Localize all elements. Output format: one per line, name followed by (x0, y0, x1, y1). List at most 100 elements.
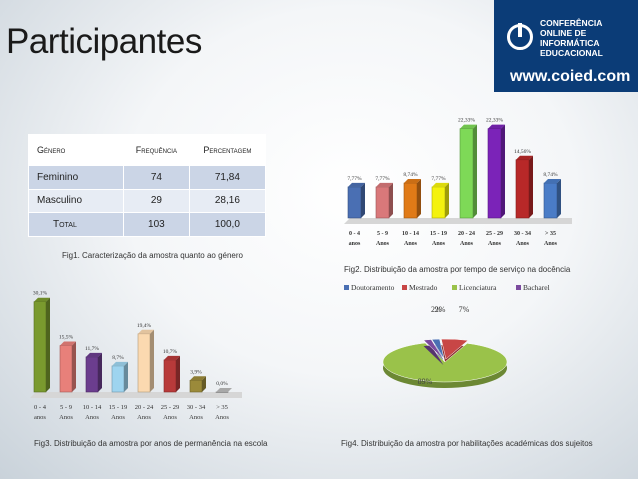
bar-top (348, 182, 365, 187)
tick-label: Anos (516, 241, 530, 247)
tick-label: 25 - 29 (161, 404, 179, 411)
bar (375, 186, 390, 219)
bar-top (190, 376, 206, 381)
tick-label: 25 - 29 (486, 231, 503, 237)
data-label: 15,5% (59, 335, 74, 341)
legend-swatch (402, 285, 407, 290)
tick-label: Anos (432, 241, 446, 247)
logo-url: www.coied.com (510, 68, 631, 85)
pie-slice-side (423, 345, 444, 366)
pie-label: 2% (431, 305, 442, 314)
bar (347, 186, 362, 219)
tick-label: Anos (59, 414, 73, 421)
tick-label: Anos (137, 414, 151, 421)
bar (459, 128, 474, 219)
bar (515, 159, 530, 219)
tick-label: Anos (85, 414, 99, 421)
bar-top (164, 355, 180, 360)
tick-label: 10 - 14 (83, 404, 102, 411)
tick-label: 20 - 24 (135, 404, 154, 411)
tick-label: anos (34, 414, 46, 421)
data-label: 7,77% (347, 176, 362, 182)
pie-slice (431, 338, 445, 360)
bar-top (34, 297, 50, 302)
fig3-caption: Fig3. Distribuição da amostra por anos d… (34, 439, 268, 448)
table-header-genero: Género (28, 134, 124, 166)
table-header-percentagem: Percentagem (188, 134, 267, 166)
bar-side (473, 124, 477, 218)
data-label: 10,7% (163, 349, 178, 355)
table-row: Masculino 29 28,16 (28, 188, 267, 214)
tick-label: Anos (163, 414, 177, 421)
bar-side (417, 179, 421, 218)
bar-side (501, 124, 505, 218)
legend-entry: Bacharel (523, 283, 550, 292)
gender-table: Género Frequência Percentagem Feminino 7… (28, 134, 267, 237)
bar-side (445, 182, 449, 218)
bar-side (557, 179, 561, 218)
table-cell: Total (28, 212, 124, 237)
logo-line-1: CONFERÊNCIA (540, 18, 603, 28)
bar-side (361, 182, 365, 218)
bar (431, 186, 446, 219)
fig2-caption: Fig2. Distribuição da amostra por tempo … (344, 265, 571, 274)
logo-line-4: EDUCACIONAL (540, 48, 603, 58)
tick-label: > 35 (216, 404, 228, 411)
data-label: 7,77% (431, 176, 446, 182)
power-icon (507, 23, 533, 50)
legend-swatch (344, 285, 349, 290)
chart-service-time: 7,77% 0 - 4 anos 7,77% 5 - 9 Anos 8,74% 10 - 14… (344, 118, 572, 247)
table-cell: 100,0 (188, 212, 267, 237)
data-label: 14,56% (514, 149, 531, 155)
data-label: 11,7% (85, 346, 99, 352)
table-row: Feminino 74 71,84 (28, 165, 267, 190)
table-cell: 74 (123, 165, 190, 190)
tick-label: 0 - 4 (34, 404, 47, 411)
tick-label: 15 - 19 (109, 404, 127, 411)
pie-slice (382, 342, 508, 383)
logo-line-2: ONLINE DE (540, 28, 587, 38)
tick-label: Anos (404, 241, 418, 247)
table-cell: 103 (123, 212, 190, 237)
bar-side (46, 297, 50, 392)
chart-qualifications: Doutoramento Mestrado Licenciatura Bacharel… (344, 283, 550, 388)
bar-top (544, 179, 561, 184)
bar-side (124, 361, 128, 392)
fig4-caption: Fig4. Distribuição da amostra por habili… (341, 439, 593, 448)
tick-label: anos (349, 241, 361, 247)
tick-label: 10 - 14 (402, 231, 419, 237)
tick-label: Anos (376, 241, 390, 247)
table-cell: Masculino (28, 188, 124, 214)
legend-swatch (452, 285, 457, 290)
table-header-frequencia: Frequência (123, 134, 190, 166)
tick-label: Anos (111, 414, 125, 421)
tick-label: Anos (544, 241, 558, 247)
bar-top (516, 155, 533, 160)
pie-slice (423, 339, 444, 360)
tick-label: > 35 (545, 231, 556, 237)
bar-side (72, 341, 76, 392)
tick-label: Anos (215, 414, 229, 421)
bar (59, 345, 73, 393)
data-label: 22,33% (486, 118, 503, 124)
tick-label: 30 - 34 (514, 231, 531, 237)
data-label: 8,7% (112, 355, 124, 361)
bar-top (432, 182, 449, 187)
data-label: 3,9% (190, 369, 202, 375)
tick-label: 5 - 9 (60, 404, 72, 411)
pie-label: 89% (418, 377, 433, 386)
tick-label: 0 - 4 (349, 231, 360, 237)
bar-side (98, 352, 102, 392)
table-cell: 71,84 (188, 165, 267, 190)
bar (403, 182, 418, 219)
legend-entry: Doutoramento (351, 283, 395, 292)
tick-label: Anos (189, 414, 203, 421)
bar-top (86, 352, 102, 357)
bar (85, 356, 99, 393)
chart-school-years: 30,1% 0 - 4 anos 15,5% 5 - 9 Anos 11,7% 10 - 14… (30, 291, 242, 421)
bar (33, 301, 47, 393)
bar-top (112, 361, 128, 366)
bar (215, 391, 229, 393)
bar (189, 380, 203, 393)
